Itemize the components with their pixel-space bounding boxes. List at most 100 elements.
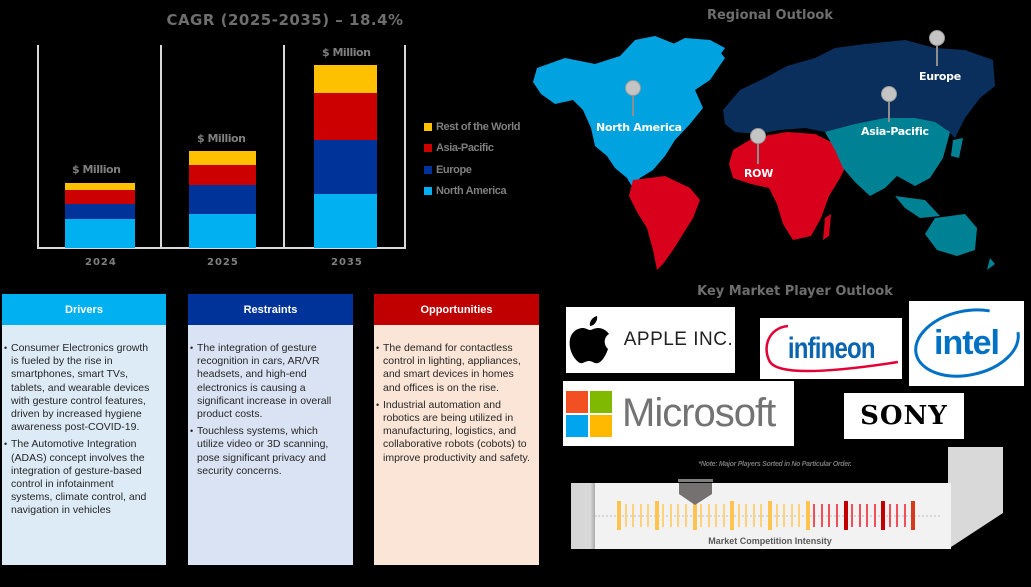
drivers-item: The Automotive Integration (ADAS) concep… bbox=[4, 438, 158, 517]
chart-legend: Rest of the World Asia-Pacific Europe No… bbox=[424, 116, 520, 202]
intensity-tick bbox=[654, 501, 659, 530]
intensity-tick bbox=[730, 501, 735, 530]
microsoft-logo: Microsoft bbox=[563, 381, 794, 446]
intensity-tick bbox=[632, 504, 635, 527]
microsoft-windows-icon bbox=[566, 390, 612, 437]
intensity-tick bbox=[835, 504, 838, 527]
chart-gridline bbox=[404, 45, 406, 249]
infineon-logo-text: infineon bbox=[787, 331, 876, 365]
legend-swatch bbox=[424, 122, 432, 131]
intensity-tick bbox=[752, 504, 755, 527]
intensity-tick bbox=[851, 504, 854, 527]
legend-label: Europe bbox=[436, 163, 472, 176]
intensity-tick bbox=[692, 501, 697, 530]
intensity-tick bbox=[722, 504, 725, 527]
intensity-tick bbox=[700, 504, 703, 527]
intensity-tick bbox=[677, 504, 680, 527]
bar-segment-2025-rest-of-the-world bbox=[189, 151, 256, 165]
map-label-north-america: North America bbox=[596, 121, 682, 134]
intensity-tick bbox=[813, 504, 816, 527]
map-pin-row-icon bbox=[750, 128, 766, 164]
bar-segment-2035-europe bbox=[314, 140, 377, 194]
bar-segment-2025-asia-pacific bbox=[189, 165, 256, 185]
legend-swatch bbox=[424, 144, 432, 153]
intensity-tick bbox=[911, 501, 916, 530]
region-north-america bbox=[533, 36, 725, 188]
bar-value-label-2035: $ Million bbox=[322, 46, 371, 59]
intensity-tick bbox=[896, 504, 899, 527]
apple-logo: APPLE INC. bbox=[566, 307, 735, 373]
map-pin-asia-pacific-icon bbox=[881, 86, 897, 122]
restraints-item: Touchless systems, which utilize video o… bbox=[190, 425, 345, 478]
opportunities-item: Industrial automation and robotics are b… bbox=[376, 399, 531, 465]
intensity-tick bbox=[881, 501, 886, 530]
chart-gridline bbox=[160, 45, 162, 249]
microsoft-logo-text: Microsoft bbox=[622, 391, 776, 435]
x-tick-2035: 2035 bbox=[331, 257, 363, 268]
intensity-tick bbox=[617, 501, 621, 530]
bar-segment-2024-rest-of-the-world bbox=[65, 183, 135, 190]
chart-x-axis bbox=[37, 247, 405, 249]
bar-segment-2035-asia-pacific bbox=[314, 93, 377, 140]
intensity-tick bbox=[820, 504, 823, 527]
intensity-tick bbox=[760, 504, 763, 527]
world-map bbox=[533, 36, 995, 270]
sony-logo-text: SONY bbox=[860, 401, 948, 431]
bar-segment-2025-north-america bbox=[189, 214, 256, 248]
intensity-tick bbox=[745, 504, 748, 527]
bar-segment-2035-rest-of-the-world bbox=[314, 65, 377, 93]
intensity-tick bbox=[783, 504, 786, 527]
bar-value-label-2024: $ Million bbox=[72, 163, 121, 176]
opportunities-item: The demand for contactless control in li… bbox=[376, 342, 531, 395]
region-europe bbox=[723, 40, 995, 138]
restraints-body: The integration of gesture recognition i… bbox=[188, 325, 353, 565]
bar-segment-2025-europe bbox=[189, 185, 256, 214]
apple-icon bbox=[569, 316, 609, 364]
intensity-tick bbox=[775, 504, 778, 527]
region-asia-pacific bbox=[825, 118, 995, 270]
legend-swatch bbox=[424, 187, 432, 196]
intensity-tick bbox=[903, 504, 906, 527]
legend-item-north-america: North America bbox=[424, 181, 520, 203]
intensity-tick bbox=[684, 504, 687, 527]
intensity-tick bbox=[669, 504, 672, 527]
intensity-tick bbox=[843, 501, 848, 530]
bar-segment-2024-north-america bbox=[65, 219, 135, 248]
intensity-tick bbox=[828, 504, 831, 527]
drivers-body: Consumer Electronics growth is fueled by… bbox=[2, 325, 166, 565]
apple-logo-text: APPLE INC. bbox=[623, 329, 734, 350]
intensity-tick bbox=[639, 504, 642, 527]
intensity-tick bbox=[768, 501, 772, 530]
region-africa bbox=[729, 132, 850, 240]
map-pin-europe-icon bbox=[929, 30, 945, 66]
intensity-tick bbox=[737, 504, 740, 527]
chart-gridline bbox=[37, 45, 39, 249]
opportunities-body: The demand for contactless control in li… bbox=[374, 325, 539, 565]
key-players-title: Key Market Player Outlook bbox=[697, 284, 893, 299]
intensity-marker-icon bbox=[678, 479, 713, 505]
chart-title: CAGR (2025-2035) – 18.4% bbox=[166, 11, 404, 29]
x-tick-2024: 2024 bbox=[85, 257, 117, 268]
map-label-europe: Europe bbox=[919, 70, 961, 83]
intensity-band-left-cap bbox=[571, 483, 595, 549]
intensity-tick bbox=[888, 504, 891, 527]
legend-item-rest-of-world: Rest of the World bbox=[424, 116, 520, 138]
map-label-asia-pacific: Asia-Pacific bbox=[861, 125, 929, 138]
map-pin-north-america-icon bbox=[625, 80, 641, 116]
restraints-header: Restraints bbox=[188, 294, 353, 325]
region-south-america bbox=[629, 176, 700, 270]
drivers-header: Drivers bbox=[2, 294, 166, 325]
infineon-swoosh-icon bbox=[765, 324, 899, 373]
bar-segment-2024-asia-pacific bbox=[65, 190, 135, 204]
restraints-box: Restraints The integration of gesture re… bbox=[188, 294, 353, 565]
sony-logo: SONY bbox=[844, 393, 964, 439]
drivers-box: Drivers Consumer Electronics growth is f… bbox=[2, 294, 166, 565]
intensity-dotted-line bbox=[595, 515, 940, 517]
intensity-tick bbox=[647, 504, 650, 527]
intensity-tick bbox=[707, 504, 710, 527]
intensity-fold-panel bbox=[946, 447, 1003, 549]
legend-label: North America bbox=[436, 185, 507, 198]
opportunities-header: Opportunities bbox=[374, 294, 539, 325]
restraints-item: The integration of gesture recognition i… bbox=[190, 342, 345, 421]
bar-segment-2024-europe bbox=[65, 204, 135, 219]
